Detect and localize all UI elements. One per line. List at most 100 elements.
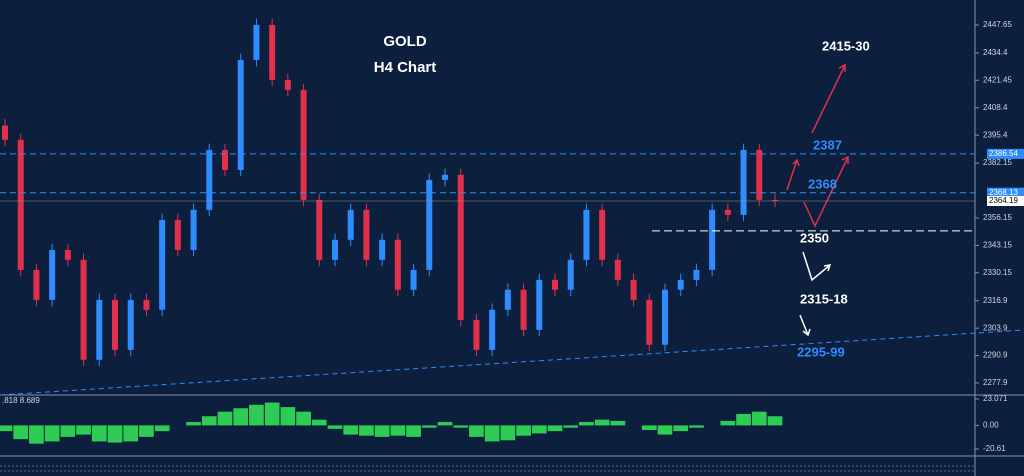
price-marker-label: 2364.19 xyxy=(989,196,1018,205)
osc-bar xyxy=(186,421,201,426)
osc-bar xyxy=(657,425,673,435)
osc-tick-label: 0.00 xyxy=(983,421,999,430)
candle-body xyxy=(772,199,778,202)
candle-body xyxy=(489,309,496,350)
candle-body xyxy=(17,139,24,270)
candle-body xyxy=(536,279,543,330)
price-marker-box xyxy=(987,187,1024,198)
y-tick-label: 2395.4 xyxy=(983,130,1008,139)
candle-body xyxy=(127,299,134,350)
osc-bar xyxy=(751,411,767,426)
price-marker-label: 2368.13 xyxy=(989,188,1018,197)
candle-body xyxy=(394,239,401,290)
price-marker-box xyxy=(987,196,1024,207)
osc-bar xyxy=(154,425,170,432)
osc-bar xyxy=(296,411,311,426)
osc-bar xyxy=(327,425,343,429)
osc-bar xyxy=(60,425,76,437)
y-tick-label: 2290.9 xyxy=(983,351,1008,360)
candle-body xyxy=(457,174,464,320)
candle-body xyxy=(143,299,150,310)
osc-bar xyxy=(233,408,249,426)
oscillator-label: .818 8.689 xyxy=(2,396,40,405)
annotation: 2350 xyxy=(800,230,829,245)
candle-body xyxy=(552,279,558,290)
osc-bar xyxy=(736,413,751,426)
osc-bar xyxy=(437,421,453,426)
y-tick-label: 2303.9 xyxy=(983,323,1008,332)
candle-body xyxy=(284,79,291,91)
candle-body xyxy=(300,90,307,200)
y-tick-label: 2330.15 xyxy=(983,268,1012,277)
y-tick-label: 2356.15 xyxy=(983,213,1012,222)
osc-bar xyxy=(201,416,217,426)
trend-line xyxy=(0,329,1024,396)
candle-body xyxy=(96,299,103,360)
candle-body xyxy=(583,209,590,260)
candle-body xyxy=(410,269,417,290)
osc-bar xyxy=(531,425,547,434)
osc-bar xyxy=(547,425,563,432)
annotation: 2368 xyxy=(808,176,837,191)
candle-body xyxy=(253,24,260,60)
osc-bar xyxy=(91,425,107,442)
osc-bar xyxy=(264,402,280,426)
candle-body xyxy=(112,299,118,350)
osc-bar xyxy=(374,425,390,437)
osc-bar xyxy=(689,425,704,428)
osc-bar xyxy=(139,425,154,437)
candle-body xyxy=(662,289,668,345)
osc-bar xyxy=(217,411,233,426)
osc-bar xyxy=(469,425,484,437)
candle-body xyxy=(504,289,511,310)
candle-body xyxy=(614,259,621,280)
osc-bar xyxy=(767,416,783,426)
candle-body xyxy=(520,289,527,330)
osc-tick-label: -20.61 xyxy=(983,444,1006,453)
y-tick-label: 2434.4 xyxy=(983,48,1008,57)
arrow xyxy=(811,63,846,134)
osc-bar xyxy=(641,425,657,430)
osc-bar xyxy=(359,425,374,436)
candle-body xyxy=(269,24,276,80)
osc-bar xyxy=(76,425,91,435)
candle-body xyxy=(724,209,731,215)
candle-body xyxy=(630,279,637,300)
candle-body xyxy=(190,209,197,250)
y-tick-label: 2421.45 xyxy=(983,75,1012,84)
osc-bar xyxy=(390,425,406,436)
candle-body xyxy=(49,249,56,300)
candle-body xyxy=(159,219,166,310)
candle-body xyxy=(740,149,747,215)
candle-body xyxy=(709,209,716,270)
y-tick-label: 2277.9 xyxy=(983,378,1008,387)
y-tick-label: 2343.15 xyxy=(983,240,1012,249)
candle-body xyxy=(363,209,370,260)
candle-body xyxy=(599,209,606,260)
osc-bar xyxy=(406,425,421,437)
arrow xyxy=(786,158,800,191)
price-marker-label: 2386.54 xyxy=(989,149,1018,158)
candle-body xyxy=(2,125,8,140)
arrows xyxy=(786,63,849,337)
osc-bar xyxy=(13,425,29,440)
arrow xyxy=(803,155,849,228)
annotation: 2295-99 xyxy=(797,344,845,359)
osc-bar xyxy=(249,404,264,426)
annotation: 2387 xyxy=(813,137,842,152)
y-tick-label: 2408.4 xyxy=(983,103,1008,112)
candle-body xyxy=(379,239,386,260)
candle-body xyxy=(442,174,448,180)
candle-body xyxy=(756,149,763,200)
chart-title: GOLD xyxy=(383,33,426,50)
candle-body xyxy=(693,269,700,280)
osc-bar xyxy=(280,407,296,426)
candle-body xyxy=(567,259,574,290)
candle-body xyxy=(316,199,323,260)
price-marker-box xyxy=(987,148,1024,159)
candle-body xyxy=(426,179,433,270)
osc-bar xyxy=(594,419,610,426)
osc-bar xyxy=(29,425,44,444)
